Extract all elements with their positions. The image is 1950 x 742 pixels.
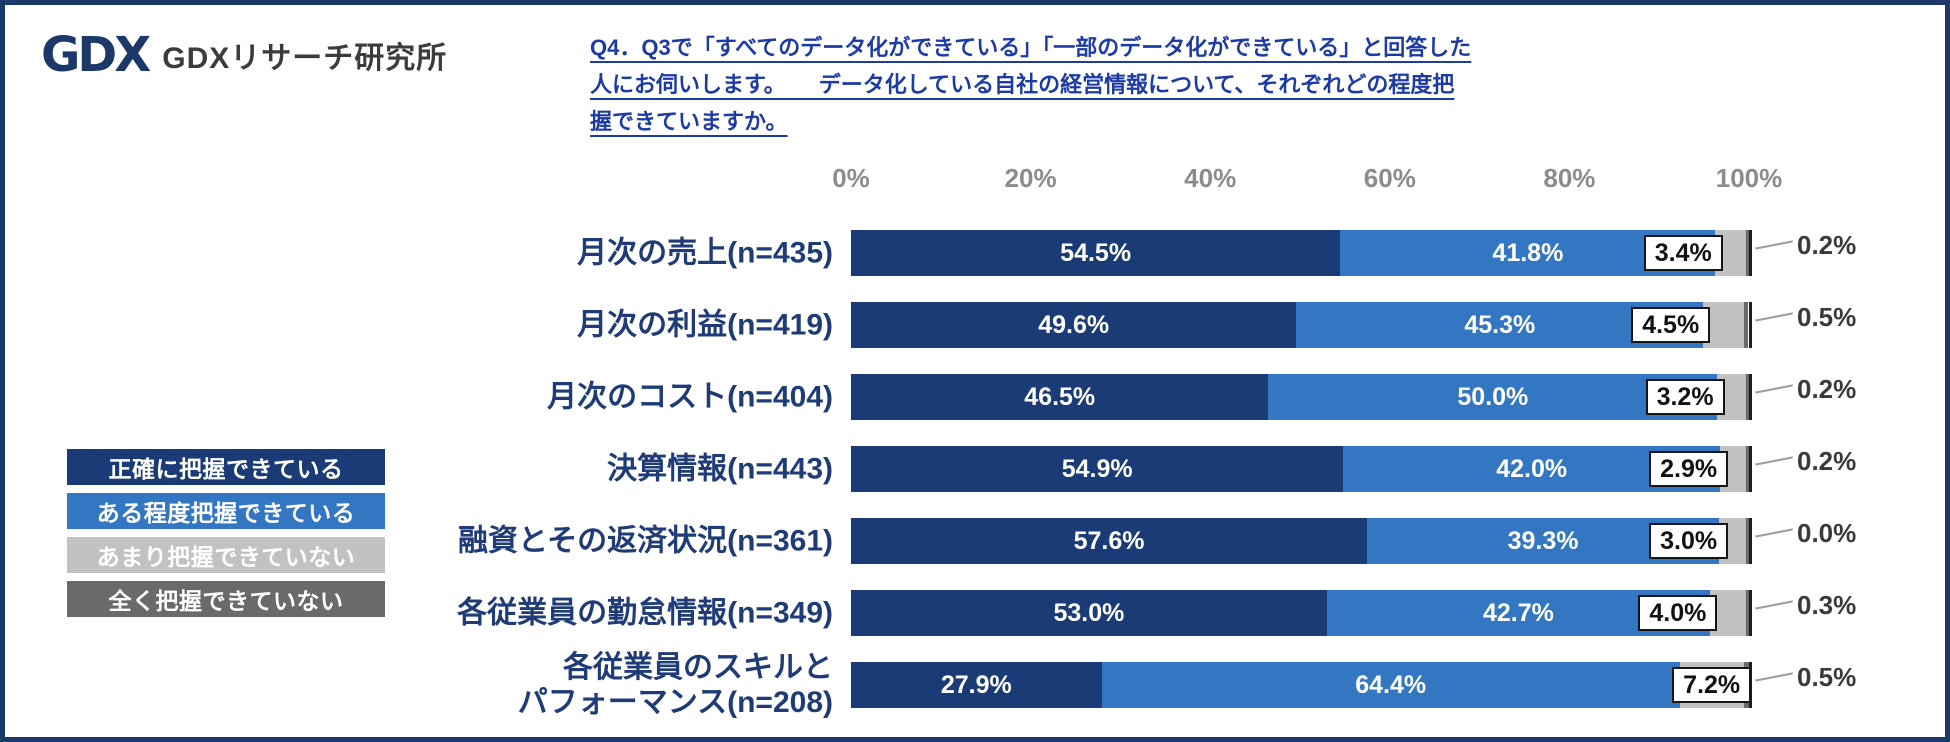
legend-item: 正確に把握できている: [67, 449, 385, 485]
stacked-bar-chart: 月次の売上(n=435) 54.5% 41.8% 3.4% 0.2% 月次の利益(n=41…: [5, 5, 1945, 737]
x-axis-tick: 100%: [1715, 163, 1783, 193]
gray-segment-value-box: 7.2%: [1672, 667, 1752, 703]
x-axis-tick: 60%: [1363, 163, 1416, 193]
segment-none: [1746, 446, 1749, 492]
stacked-bar: 54.9% 42.0%: [851, 446, 1749, 492]
segment-accurate: 27.9%: [851, 662, 1102, 708]
bar-row: 月次のコスト(n=404) 46.5% 50.0% 3.2% 0.2%: [5, 374, 1945, 420]
axis-100-line: [1749, 518, 1752, 564]
gray-segment-value-box: 3.4%: [1643, 235, 1723, 271]
legend: 正確に把握できている ある程度把握できている あまり把握できていない 全く把握できてい…: [67, 449, 385, 625]
callout-leader-line: [1755, 528, 1793, 538]
legend-item: ある程度把握できている: [67, 493, 385, 529]
segment-accurate: 46.5%: [851, 374, 1269, 420]
gray-segment-value-box: 4.5%: [1631, 307, 1711, 343]
dark-segment-value: 0.2%: [1797, 229, 1857, 260]
category-label: 月次のコスト(n=404): [547, 380, 833, 414]
segment-accurate: 49.6%: [851, 302, 1297, 348]
category-label: 月次の売上(n=435): [577, 236, 833, 270]
stacked-bar: 27.9% 64.4%: [851, 662, 1749, 708]
segment-accurate: 54.9%: [851, 446, 1344, 492]
dark-segment-value: 0.2%: [1797, 373, 1857, 404]
category-label: 月次の利益(n=419): [577, 308, 833, 342]
stacked-bar: 46.5% 50.0%: [851, 374, 1749, 420]
axis-100-line: [1749, 302, 1752, 348]
segment-none: [1746, 230, 1749, 276]
segment-none: [1746, 518, 1749, 564]
callout-leader-line: [1755, 672, 1793, 682]
dark-segment-value: 0.0%: [1797, 517, 1857, 548]
dark-segment-value: 0.5%: [1797, 301, 1857, 332]
gray-segment-value-box: 3.0%: [1649, 523, 1729, 559]
dark-segment-value: 0.2%: [1797, 445, 1857, 476]
gray-segment-value-box: 3.2%: [1645, 379, 1725, 415]
gdx-logo: GDX GDXリサーチ研究所: [41, 31, 447, 79]
axis-100-line: [1749, 230, 1752, 276]
stacked-bar: 57.6% 39.3%: [851, 518, 1749, 564]
bar-row: 各従業員の勤怠情報(n=349) 53.0% 42.7% 4.0% 0.3%: [5, 590, 1945, 636]
category-label: 決算情報(n=443): [607, 452, 833, 486]
dark-segment-value: 0.5%: [1797, 661, 1857, 692]
callout-leader-line: [1755, 600, 1793, 610]
segment-accurate: 53.0%: [851, 590, 1327, 636]
callout-leader-line: [1755, 384, 1793, 394]
bar-row: 月次の利益(n=419) 49.6% 45.3% 4.5% 0.5%: [5, 302, 1945, 348]
gray-segment-value-box: 4.0%: [1638, 595, 1718, 631]
stacked-bar: 49.6% 45.3%: [851, 302, 1749, 348]
legend-item: 全く把握できていない: [67, 581, 385, 617]
x-axis-tick: 80%: [1543, 163, 1596, 193]
gray-segment-value-box: 2.9%: [1649, 451, 1729, 487]
callout-leader-line: [1755, 456, 1793, 466]
category-label: 融資とその返済状況(n=361): [458, 524, 833, 558]
segment-none: [1745, 374, 1749, 420]
axis-100-line: [1749, 446, 1752, 492]
callout-leader-line: [1755, 240, 1793, 250]
stacked-bar: 53.0% 42.7%: [851, 590, 1749, 636]
legend-item: あまり把握できていない: [67, 537, 385, 573]
axis-100-line: [1749, 590, 1752, 636]
gdx-logo-mark: GDX: [41, 27, 151, 83]
category-label: 各従業員の勤怠情報(n=349): [457, 596, 833, 630]
bar-row: 各従業員のスキルと パフォーマンス(n=208) 27.9% 64.4% 7.2% 0.…: [5, 651, 1945, 719]
x-axis-tick: 20%: [1004, 163, 1057, 193]
callout-leader-line: [1755, 312, 1793, 322]
bar-row: 融資とその返済状況(n=361) 57.6% 39.3% 3.0% 0.0%: [5, 518, 1945, 564]
bar-row: 決算情報(n=443) 54.9% 42.0% 2.9% 0.2%: [5, 446, 1945, 492]
stacked-bar: 54.5% 41.8%: [851, 230, 1749, 276]
axis-100-line: [1749, 374, 1752, 420]
category-label: 各従業員のスキルと パフォーマンス(n=208): [517, 651, 833, 719]
segment-somewhat: 64.4%: [1101, 662, 1680, 708]
bar-row: 月次の売上(n=435) 54.5% 41.8% 3.4% 0.2%: [5, 230, 1945, 276]
x-axis-tick: 40%: [1184, 163, 1237, 193]
dark-segment-value: 0.3%: [1797, 589, 1857, 620]
x-axis-tick: 0%: [832, 163, 870, 193]
segment-none: [1745, 590, 1749, 636]
segment-accurate: 57.6%: [851, 518, 1368, 564]
question-title: Q4．Q3で「すべてのデータ化ができている」「一部のデータ化ができている」と回答…: [590, 35, 1472, 134]
segment-somewhat: 50.0%: [1268, 374, 1718, 420]
segment-none: [1743, 302, 1749, 348]
segment-accurate: 54.5%: [851, 230, 1341, 276]
gdx-logo-text: GDXリサーチ研究所: [162, 42, 448, 75]
